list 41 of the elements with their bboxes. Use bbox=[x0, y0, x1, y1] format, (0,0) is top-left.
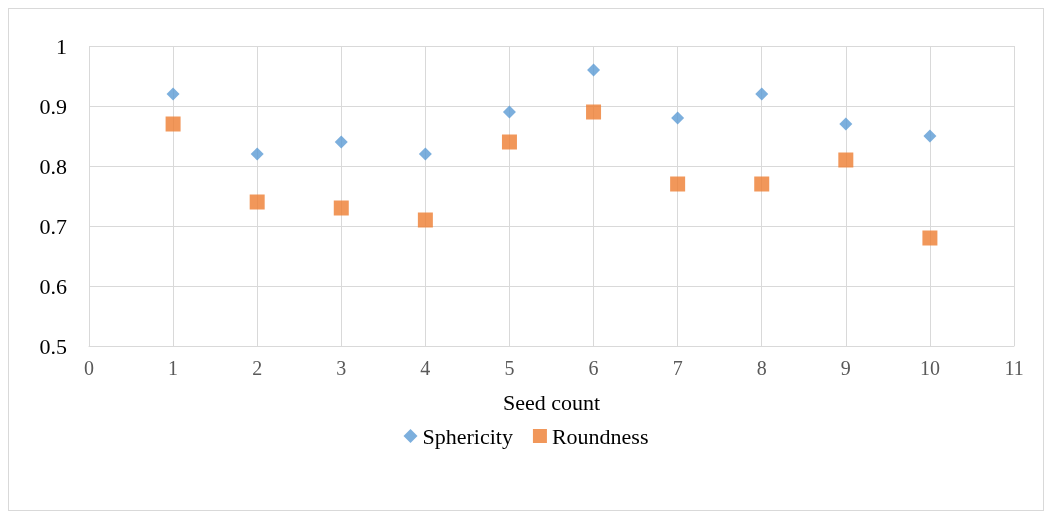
x-tick-label: 0 bbox=[84, 357, 94, 379]
x-tick-label: 9 bbox=[840, 357, 851, 379]
point bbox=[334, 135, 348, 149]
x-tick-label: 11 bbox=[1004, 357, 1024, 379]
x-tick-label: 4 bbox=[420, 357, 431, 379]
legend-label: Sphericity bbox=[422, 423, 513, 449]
x-axis-title: Seed count bbox=[502, 389, 601, 415]
point bbox=[418, 147, 432, 161]
point bbox=[417, 212, 433, 228]
point bbox=[923, 129, 937, 143]
point bbox=[839, 117, 853, 131]
point bbox=[755, 87, 769, 101]
point bbox=[502, 105, 516, 119]
point bbox=[671, 111, 685, 125]
x-tick-label: 10 bbox=[919, 357, 940, 379]
y-tick-label: 0.7 bbox=[39, 213, 67, 239]
point bbox=[586, 104, 602, 120]
point bbox=[754, 176, 770, 192]
x-tick-label: 3 bbox=[336, 357, 347, 379]
point bbox=[670, 176, 686, 192]
point bbox=[838, 152, 854, 168]
point bbox=[250, 147, 264, 161]
y-tick-label: 0.9 bbox=[39, 93, 67, 119]
point bbox=[587, 63, 601, 77]
x-tick-label: 1 bbox=[168, 357, 179, 379]
point bbox=[922, 230, 938, 246]
point bbox=[166, 87, 180, 101]
legend-label: Roundness bbox=[551, 423, 649, 449]
y-tick-label: 0.6 bbox=[39, 273, 67, 299]
y-tick-label: 0.5 bbox=[39, 333, 67, 359]
x-tick-label: 2 bbox=[252, 357, 263, 379]
y-tick-label: 0.8 bbox=[39, 153, 67, 179]
x-tick-label: 8 bbox=[756, 357, 767, 379]
point bbox=[165, 116, 181, 132]
point bbox=[333, 200, 349, 216]
x-tick-label: 5 bbox=[504, 357, 515, 379]
y-tick-label: 1 bbox=[56, 33, 67, 59]
x-tick-label: 7 bbox=[672, 357, 683, 379]
x-tick-label: 6 bbox=[588, 357, 599, 379]
point bbox=[249, 194, 265, 210]
point bbox=[501, 134, 517, 150]
